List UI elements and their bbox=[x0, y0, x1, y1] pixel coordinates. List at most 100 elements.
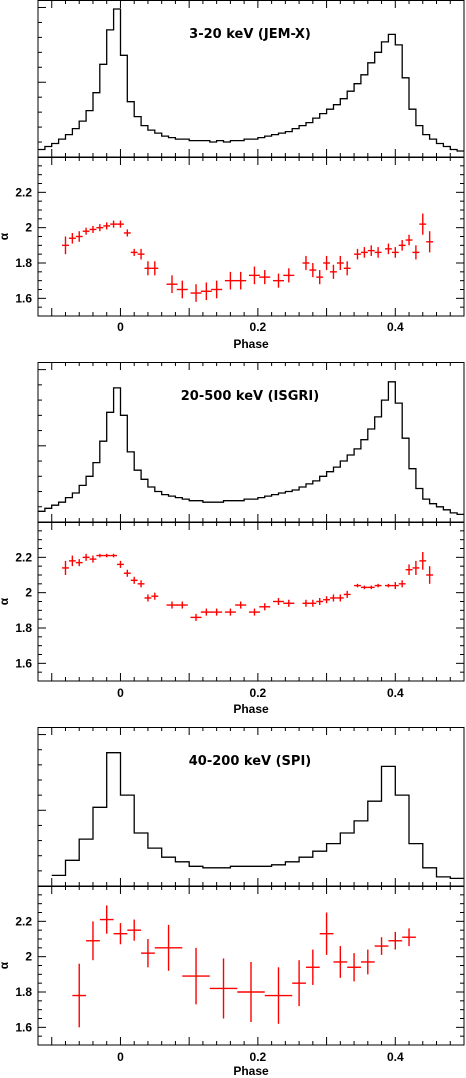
alpha-point bbox=[75, 559, 83, 567]
alpha-point bbox=[137, 580, 145, 588]
alpha-point bbox=[151, 261, 159, 276]
alpha-point bbox=[302, 255, 310, 271]
alpha-point bbox=[374, 247, 382, 258]
y-axis-label: α bbox=[0, 597, 11, 605]
y-tick-label: 2.2 bbox=[15, 550, 32, 564]
alpha-point bbox=[419, 552, 427, 570]
alpha-point bbox=[86, 921, 100, 961]
x-tick-label: 0.2 bbox=[250, 1050, 267, 1064]
alpha-point bbox=[190, 613, 202, 621]
alpha-point bbox=[141, 939, 155, 968]
x-tick-label: 0.4 bbox=[387, 320, 404, 334]
alpha-point bbox=[151, 592, 159, 600]
profile-histogram bbox=[38, 8, 464, 152]
y-axis-label: α bbox=[0, 961, 11, 969]
x-tick-label: 0 bbox=[117, 1050, 124, 1064]
alpha-point bbox=[176, 601, 188, 609]
alpha-point bbox=[144, 261, 152, 276]
y-tick-label: 2 bbox=[25, 950, 32, 964]
alpha-point bbox=[374, 937, 389, 955]
alpha-point bbox=[360, 585, 368, 590]
y-axis-label: α bbox=[0, 232, 11, 240]
alpha-point bbox=[130, 576, 138, 584]
alpha-point bbox=[412, 245, 420, 260]
alpha-point bbox=[117, 560, 124, 568]
y-tick-label: 2.2 bbox=[15, 914, 32, 928]
alpha-point bbox=[354, 248, 361, 260]
alpha-point bbox=[336, 594, 344, 602]
profile-histogram bbox=[51, 752, 464, 880]
alpha-point bbox=[130, 248, 138, 256]
alpha-point bbox=[127, 919, 142, 941]
alpha-point bbox=[248, 266, 260, 285]
y-tick-label: 1.8 bbox=[15, 985, 32, 999]
alpha-point bbox=[237, 961, 265, 1023]
alpha-point bbox=[323, 596, 331, 604]
alpha-point bbox=[309, 599, 317, 607]
alpha-point bbox=[305, 949, 320, 985]
alpha-point bbox=[388, 931, 403, 950]
alpha-point bbox=[316, 597, 324, 606]
alpha-point bbox=[89, 225, 97, 233]
alpha-point bbox=[209, 958, 238, 1019]
panel-4: 1.6 1.8 2 2.2 0 0.2 0.4 Phase α bbox=[0, 521, 465, 716]
alpha-point bbox=[391, 247, 399, 258]
x-tick-label: 0.2 bbox=[250, 686, 267, 700]
alpha-point bbox=[96, 553, 104, 558]
x-tick-label: 0.4 bbox=[387, 1050, 404, 1064]
alpha-point bbox=[154, 924, 183, 971]
alpha-point bbox=[360, 247, 368, 258]
panel-3: 20-500 keV (ISGRI) bbox=[37, 362, 465, 523]
alpha-point bbox=[264, 967, 293, 1024]
alpha-point bbox=[89, 555, 97, 563]
alpha-point bbox=[211, 280, 223, 299]
alpha-point bbox=[110, 553, 118, 558]
alpha-point bbox=[330, 594, 337, 602]
alpha-point bbox=[292, 960, 306, 1007]
alpha-point bbox=[419, 213, 427, 235]
alpha-point bbox=[398, 240, 406, 251]
profile-histogram bbox=[38, 381, 464, 516]
alpha-point bbox=[367, 245, 375, 256]
alpha-point bbox=[68, 232, 76, 244]
alpha-point bbox=[391, 582, 399, 590]
x-tick-label: 0 bbox=[117, 686, 124, 700]
alpha-point bbox=[62, 560, 69, 575]
y-tick-label: 1.6 bbox=[15, 656, 32, 670]
y-tick-label: 2 bbox=[25, 221, 32, 235]
panel-frame bbox=[37, 157, 465, 317]
alpha-point bbox=[347, 953, 361, 982]
alpha-point bbox=[426, 231, 434, 253]
alpha-point bbox=[235, 271, 247, 290]
x-tick-label: 0.4 bbox=[387, 686, 404, 700]
y-tick-label: 1.8 bbox=[15, 621, 32, 635]
y-tick-label: 1.6 bbox=[15, 1020, 32, 1034]
x-axis-label: Phase bbox=[233, 1064, 269, 1078]
alpha-point bbox=[272, 273, 284, 288]
alpha-point bbox=[166, 275, 178, 294]
alpha-point bbox=[330, 264, 337, 279]
alpha-point bbox=[405, 564, 413, 575]
alpha-point bbox=[103, 222, 111, 230]
panel-frame bbox=[37, 522, 465, 682]
alpha-point bbox=[302, 599, 310, 607]
x-axis-label: Phase bbox=[233, 702, 269, 716]
alpha-point bbox=[166, 601, 178, 609]
alpha-point bbox=[426, 566, 434, 584]
alpha-point bbox=[72, 963, 87, 1028]
alpha-point bbox=[200, 282, 212, 301]
panel-frame bbox=[37, 0, 465, 158]
alpha-point bbox=[110, 220, 118, 228]
alpha-point bbox=[144, 594, 152, 602]
alpha-point bbox=[82, 227, 90, 235]
alpha-point bbox=[405, 234, 413, 246]
alpha-point bbox=[117, 220, 124, 228]
panel-6: 1.6 1.8 2 2.2 0 0.2 0.4 Phase α bbox=[0, 885, 465, 1078]
alpha-point bbox=[316, 270, 324, 285]
panel-title: 40-200 keV (SPI) bbox=[189, 754, 311, 769]
alpha-point bbox=[374, 583, 382, 588]
alpha-point bbox=[235, 601, 247, 609]
alpha-point bbox=[354, 583, 361, 588]
panel-title: 20-500 keV (ISGRI) bbox=[181, 389, 319, 404]
x-tick-label: 0.2 bbox=[250, 320, 267, 334]
